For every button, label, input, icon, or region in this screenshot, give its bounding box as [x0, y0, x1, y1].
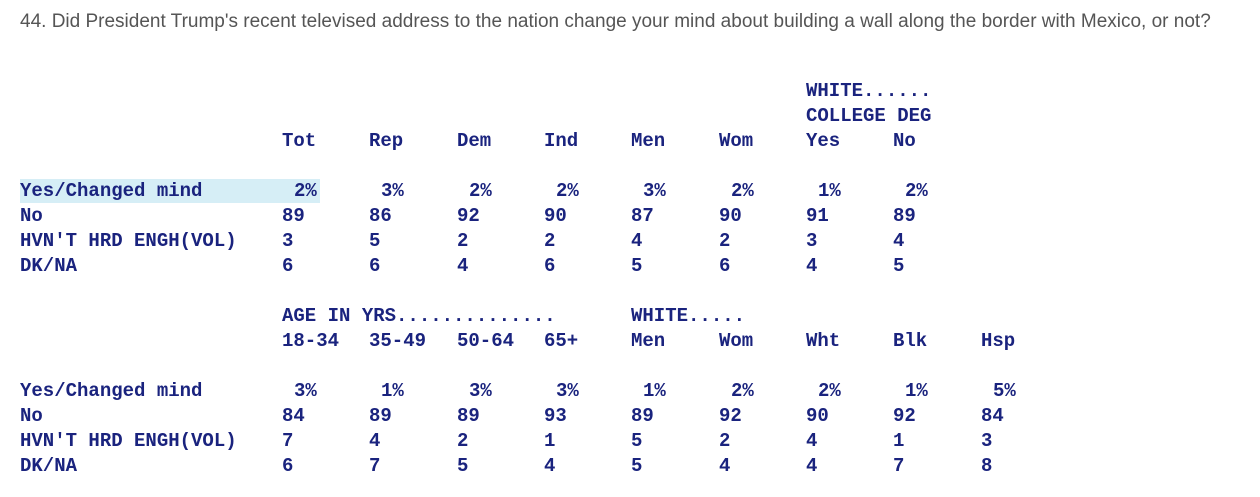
row-label: No [20, 205, 43, 227]
table-cell: 93 [544, 405, 567, 427]
table-cell: 3 [981, 430, 993, 452]
column-header: Rep [369, 130, 404, 152]
table-cell: 4 [719, 455, 731, 477]
table-cell: 4 [631, 230, 643, 252]
row-label: HVN'T HRD ENGH(VOL) [20, 230, 237, 252]
row-label: No [20, 405, 43, 427]
table-cell: 92 [457, 205, 480, 227]
column-header: Tot [282, 130, 317, 152]
column-header: Men [631, 330, 666, 352]
table-cell: 92 [893, 405, 916, 427]
table-cell: 1 [893, 430, 905, 452]
column-header: Men [631, 130, 666, 152]
table-cell: 6 [282, 455, 294, 477]
table-cell: 2% [556, 180, 579, 202]
table-cell: 3% [556, 380, 579, 402]
table-cell: 3 [806, 230, 818, 252]
table-cell: 89 [631, 405, 654, 427]
table-cell: 1% [905, 380, 928, 402]
table-cell: 4 [806, 455, 818, 477]
table-cell: 1% [818, 180, 841, 202]
table-cell: 5% [993, 380, 1016, 402]
table-cell: 87 [631, 205, 654, 227]
table-cell: 89 [369, 405, 392, 427]
group-header-white-line1: WHITE...... [806, 80, 932, 102]
table-cell: 89 [282, 205, 305, 227]
column-header: 65+ [544, 330, 579, 352]
table-cell: 4 [457, 255, 469, 277]
column-header: Blk [893, 330, 928, 352]
table-cell: 90 [719, 205, 742, 227]
table-cell: 90 [806, 405, 829, 427]
group-header-white: WHITE..... [631, 305, 746, 327]
group-header-college-deg: COLLEGE DEG [806, 105, 932, 127]
table-cell: 90 [544, 205, 567, 227]
table-cell: 5 [893, 255, 905, 277]
table-cell: 2 [457, 430, 469, 452]
table-cell: 2% [731, 380, 754, 402]
table-cell: 6 [282, 255, 294, 277]
column-header: 50-64 [457, 330, 515, 352]
column-header: No [893, 130, 916, 152]
table-cell: 6 [544, 255, 556, 277]
table-cell: 3% [643, 180, 666, 202]
table-cell: 91 [806, 205, 829, 227]
row-label: Yes/Changed mind [20, 180, 203, 202]
table-cell: 89 [893, 205, 916, 227]
table-cell: 5 [631, 430, 643, 452]
table-cell: 5 [631, 255, 643, 277]
column-header: Wom [719, 330, 754, 352]
column-header: 35-49 [369, 330, 427, 352]
table-cell: 2% [469, 180, 492, 202]
table-cell: 6 [369, 255, 381, 277]
table-cell: 4 [544, 455, 556, 477]
row-label: DK/NA [20, 255, 78, 277]
row-label: DK/NA [20, 455, 78, 477]
table-cell: 8 [981, 455, 993, 477]
table-cell: 2 [457, 230, 469, 252]
table-cell: 5 [369, 230, 381, 252]
column-header: Wom [719, 130, 754, 152]
table-cell: 2 [719, 230, 731, 252]
table-cell: 84 [282, 405, 305, 427]
column-header: Ind [544, 130, 579, 152]
column-header: 18-34 [282, 330, 340, 352]
table-cell: 4 [806, 430, 818, 452]
table-cell: 4 [369, 430, 381, 452]
column-header: Dem [457, 130, 492, 152]
table-cell: 3% [469, 380, 492, 402]
column-header: Yes [806, 130, 841, 152]
table-cell: 1% [643, 380, 666, 402]
table-cell: 2 [544, 230, 556, 252]
table-cell: 6 [719, 255, 731, 277]
table-cell: 2% [905, 180, 928, 202]
column-header: Hsp [981, 330, 1016, 352]
table-cell: 2% [731, 180, 754, 202]
table-cell: 7 [893, 455, 905, 477]
table-cell: 3% [381, 180, 404, 202]
table-cell: 5 [457, 455, 469, 477]
table-cell: 7 [282, 430, 294, 452]
table-cell: 92 [719, 405, 742, 427]
table-cell: 5 [631, 455, 643, 477]
table-cell: 2% [294, 180, 317, 202]
table-cell: 1 [544, 430, 556, 452]
question-text: 44. Did President Trump's recent televis… [20, 11, 1211, 32]
row-label: Yes/Changed mind [20, 380, 203, 402]
table-cell: 4 [893, 230, 905, 252]
table-cell: 4 [806, 255, 818, 277]
table-cell: 3 [282, 230, 294, 252]
table-cell: 89 [457, 405, 480, 427]
table-cell: 7 [369, 455, 381, 477]
row-highlight [20, 179, 320, 203]
table-cell: 84 [981, 405, 1004, 427]
table-cell: 86 [369, 205, 392, 227]
row-label: HVN'T HRD ENGH(VOL) [20, 430, 237, 452]
table-cell: 2 [719, 430, 731, 452]
column-header: Wht [806, 330, 841, 352]
table-cell: 3% [294, 380, 317, 402]
table-cell: 1% [381, 380, 404, 402]
group-header-age: AGE IN YRS.............. [282, 305, 556, 327]
table-cell: 2% [818, 380, 841, 402]
